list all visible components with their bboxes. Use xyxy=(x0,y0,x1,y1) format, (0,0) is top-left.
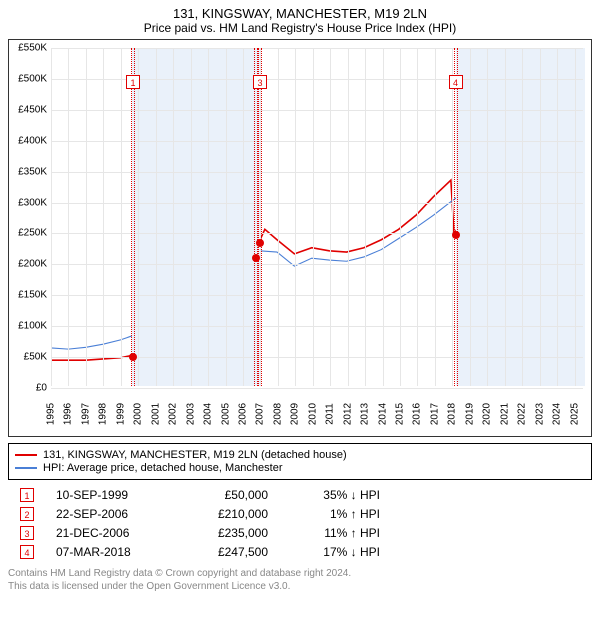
x-tick-label: 2007 xyxy=(255,403,266,425)
x-tick-label: 1997 xyxy=(80,403,91,425)
y-tick-label: £350K xyxy=(18,166,47,177)
x-tick-label: 2008 xyxy=(272,403,283,425)
x-tick-label: 2001 xyxy=(150,403,161,425)
y-tick-label: £100K xyxy=(18,321,47,332)
x-tick-label: 2017 xyxy=(429,403,440,425)
event-num: 2 xyxy=(20,507,34,521)
x-tick-label: 2010 xyxy=(307,403,318,425)
x-tick-label: 2021 xyxy=(499,403,510,425)
events-table: 1 10-SEP-1999 £50,000 35% ↓ HPI 2 22-SEP-2006… xyxy=(8,488,592,559)
x-tick-label: 2023 xyxy=(534,403,545,425)
event-num: 1 xyxy=(20,488,34,502)
event-date: 07-MAR-2018 xyxy=(56,545,166,559)
x-tick-label: 2024 xyxy=(552,403,563,425)
event-row: 1 10-SEP-1999 £50,000 35% ↓ HPI xyxy=(20,488,592,502)
x-tick-label: 2022 xyxy=(517,403,528,425)
y-tick-label: £400K xyxy=(18,135,47,146)
x-tick-label: 2014 xyxy=(377,403,388,425)
y-tick-label: £200K xyxy=(18,259,47,270)
marker-box: 3 xyxy=(253,75,267,89)
y-tick-label: £550K xyxy=(18,43,47,54)
event-date: 10-SEP-1999 xyxy=(56,488,166,502)
legend-item: HPI: Average price, detached house, Manc… xyxy=(15,462,585,474)
price-dot xyxy=(252,254,260,262)
x-tick-label: 2015 xyxy=(395,403,406,425)
marker-box: 1 xyxy=(126,75,140,89)
legend-swatch xyxy=(15,467,37,469)
legend-item: 131, KINGSWAY, MANCHESTER, M19 2LN (deta… xyxy=(15,449,585,461)
price-dot xyxy=(129,353,137,361)
y-tick-label: £250K xyxy=(18,228,47,239)
event-row: 3 21-DEC-2006 £235,000 11% ↑ HPI xyxy=(20,526,592,540)
x-tick-label: 2025 xyxy=(569,403,580,425)
legend: 131, KINGSWAY, MANCHESTER, M19 2LN (deta… xyxy=(8,443,592,480)
x-axis: 1995199619971998199920002001200220032004… xyxy=(51,386,583,436)
x-tick-label: 2000 xyxy=(133,403,144,425)
x-tick-label: 2020 xyxy=(482,403,493,425)
x-tick-label: 2009 xyxy=(290,403,301,425)
y-tick-label: £450K xyxy=(18,104,47,115)
event-diff: 1% ↑ HPI xyxy=(290,507,380,521)
x-tick-label: 2013 xyxy=(360,403,371,425)
event-date: 22-SEP-2006 xyxy=(56,507,166,521)
x-tick-label: 2006 xyxy=(237,403,248,425)
event-diff: 11% ↑ HPI xyxy=(290,526,380,540)
y-axis: £0£50K£100K£150K£200K£250K£300K£350K£400… xyxy=(9,48,51,386)
x-tick-label: 1996 xyxy=(63,403,74,425)
x-tick-label: 2016 xyxy=(412,403,423,425)
chart-area: £0 £50K £100K £150K £200K £250K £300K £350K £400… xyxy=(8,39,592,437)
x-tick-label: 2002 xyxy=(168,403,179,425)
legend-label: 131, KINGSWAY, MANCHESTER, M19 2LN (deta… xyxy=(43,449,347,461)
x-tick-label: 2003 xyxy=(185,403,196,425)
event-num: 4 xyxy=(20,545,34,559)
x-tick-label: 1995 xyxy=(46,403,57,425)
marker-box: 4 xyxy=(449,75,463,89)
chart-title: 131, KINGSWAY, MANCHESTER, M19 2LN xyxy=(8,6,592,21)
x-tick-label: 2005 xyxy=(220,403,231,425)
event-date: 21-DEC-2006 xyxy=(56,526,166,540)
x-tick-label: 2012 xyxy=(342,403,353,425)
event-row: 2 22-SEP-2006 £210,000 1% ↑ HPI xyxy=(20,507,592,521)
event-row: 4 07-MAR-2018 £247,500 17% ↓ HPI xyxy=(20,545,592,559)
event-price: £210,000 xyxy=(188,507,268,521)
event-price: £235,000 xyxy=(188,526,268,540)
y-tick-label: £150K xyxy=(18,290,47,301)
legend-swatch xyxy=(15,454,37,456)
footer-line-2: This data is licensed under the Open Gov… xyxy=(8,580,592,593)
price-dot xyxy=(452,231,460,239)
event-diff: 35% ↓ HPI xyxy=(290,488,380,502)
footer-text: Contains HM Land Registry data © Crown c… xyxy=(8,567,592,593)
plot-region: 1 3 4 xyxy=(51,48,583,386)
x-tick-label: 2004 xyxy=(203,403,214,425)
event-price: £247,500 xyxy=(188,545,268,559)
y-tick-label: £0 xyxy=(36,383,47,394)
y-tick-label: £300K xyxy=(18,197,47,208)
x-tick-label: 2011 xyxy=(325,403,336,425)
price-dot xyxy=(256,239,264,247)
footer-line-1: Contains HM Land Registry data © Crown c… xyxy=(8,567,592,580)
x-tick-label: 1999 xyxy=(115,403,126,425)
event-price: £50,000 xyxy=(188,488,268,502)
legend-label: HPI: Average price, detached house, Manc… xyxy=(43,462,283,474)
x-tick-label: 2019 xyxy=(464,403,475,425)
chart-subtitle: Price paid vs. HM Land Registry's House … xyxy=(8,21,592,35)
y-tick-label: £50K xyxy=(24,352,47,363)
y-tick-label: £500K xyxy=(18,73,47,84)
event-num: 3 xyxy=(20,526,34,540)
x-tick-label: 2018 xyxy=(447,403,458,425)
x-tick-label: 1998 xyxy=(98,403,109,425)
event-diff: 17% ↓ HPI xyxy=(290,545,380,559)
chart-container: 131, KINGSWAY, MANCHESTER, M19 2LN Price… xyxy=(0,0,600,620)
